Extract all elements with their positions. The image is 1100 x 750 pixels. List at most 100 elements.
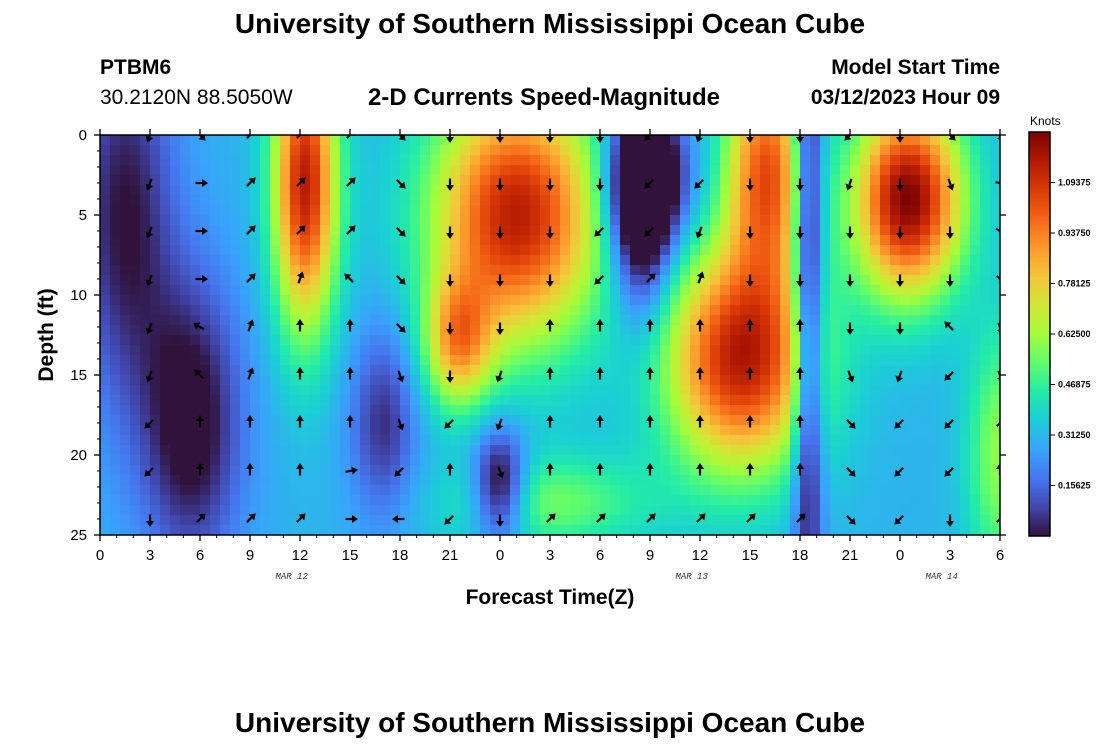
heatmap-cell	[470, 295, 481, 306]
heatmap-cell	[480, 415, 491, 426]
arrow-shaft	[297, 275, 303, 284]
heatmap-cell	[740, 215, 751, 226]
heatmap-cell	[870, 375, 881, 386]
heatmap-cell	[640, 285, 651, 296]
heatmap-cell	[900, 165, 911, 176]
heatmap-cell	[140, 175, 151, 186]
heatmap-cell	[510, 295, 521, 306]
heatmap-cell	[110, 425, 121, 436]
heatmap-cell	[560, 265, 571, 276]
heatmap-cell	[650, 195, 661, 206]
arrow-head	[546, 463, 554, 469]
heatmap-cell	[880, 415, 891, 426]
colorbar-title: Knots	[1030, 114, 1061, 128]
heatmap-cell	[140, 305, 151, 316]
heatmap-cell	[720, 235, 731, 246]
heatmap-cell	[610, 245, 621, 256]
heatmap-cell	[560, 525, 571, 535]
arrow-head	[496, 137, 504, 143]
heatmap-cell	[600, 285, 611, 296]
heatmap-cell	[630, 215, 641, 226]
arrow-shaft	[397, 418, 403, 427]
arrow-shaft	[847, 135, 854, 138]
heatmap-cell	[260, 225, 271, 236]
heatmap-cell	[950, 365, 961, 376]
heatmap-cell	[820, 195, 831, 206]
heatmap-cell	[160, 405, 171, 416]
heatmap-cell	[530, 505, 541, 516]
heatmap-cell	[270, 485, 281, 496]
heatmap-cell	[710, 455, 721, 466]
heatmap-cell	[690, 275, 701, 286]
heatmap-cell	[110, 165, 121, 176]
heatmap-cell	[130, 495, 141, 506]
heatmap-cell	[960, 355, 971, 366]
heatmap-cell	[960, 165, 971, 176]
heatmap-cell	[480, 265, 491, 276]
heatmap-cell	[130, 355, 141, 366]
heatmap-cell	[940, 335, 951, 346]
heatmap-cell	[110, 485, 121, 496]
heatmap-cell	[740, 175, 751, 186]
heatmap-cell	[990, 375, 1000, 386]
heatmap-cell	[220, 215, 231, 226]
heatmap-cell	[510, 425, 521, 436]
heatmap-cell	[380, 405, 391, 416]
heatmap-cell	[290, 155, 301, 166]
heatmap-cell	[190, 445, 201, 456]
heatmap-cell	[640, 455, 651, 466]
heatmap-cell	[650, 185, 661, 196]
heatmap-cell	[460, 525, 471, 535]
heatmap-cell	[140, 315, 151, 326]
heatmap-cell	[550, 465, 561, 476]
heatmap-cell	[120, 375, 131, 386]
heatmap-cell	[920, 195, 931, 206]
heatmap-cell	[650, 165, 661, 176]
heatmap-cell	[320, 335, 331, 346]
heatmap-cell	[240, 465, 251, 476]
heatmap-cell	[560, 315, 571, 326]
heatmap-cell	[640, 185, 651, 196]
heatmap-cell	[670, 385, 681, 396]
heatmap-cell	[470, 215, 481, 226]
heatmap-cell	[200, 375, 211, 386]
heatmap-cell	[270, 255, 281, 266]
heatmap-cell	[160, 145, 171, 156]
heatmap-cell	[710, 445, 721, 456]
heatmap-cell	[130, 325, 141, 336]
heatmap-cell	[710, 405, 721, 416]
heatmap-cell	[780, 485, 791, 496]
heatmap-cell	[990, 415, 1000, 426]
heatmap-cell	[350, 275, 361, 286]
heatmap-cell	[940, 295, 951, 306]
heatmap-cell	[660, 525, 671, 535]
current-arrow	[796, 178, 804, 191]
heatmap-cell	[670, 345, 681, 356]
heatmap-cell	[910, 405, 921, 416]
heatmap-cell	[380, 505, 391, 516]
heatmap-cell	[270, 315, 281, 326]
heatmap-cell	[130, 455, 141, 466]
heatmap-cell	[780, 215, 791, 226]
heatmap-cell	[830, 185, 841, 196]
heatmap-cell	[470, 425, 481, 436]
heatmap-cell	[280, 355, 291, 366]
heatmap-cell	[320, 215, 331, 226]
heatmap-cell	[890, 235, 901, 246]
heatmap-cell	[900, 315, 911, 326]
heatmap-cell	[540, 525, 551, 535]
current-vectors	[144, 135, 1000, 527]
heatmap-cell	[340, 455, 351, 466]
heatmap-cell	[630, 155, 641, 166]
arrow-head	[444, 421, 452, 429]
heatmap-cell	[290, 415, 301, 426]
heatmap-cell	[950, 345, 961, 356]
heatmap-cell	[410, 315, 421, 326]
heatmap-cell	[750, 455, 761, 466]
heatmap-cell	[700, 275, 711, 286]
heatmap-cell	[970, 275, 981, 286]
model-start-label: Model Start Time	[831, 56, 1000, 79]
heatmap-cell	[350, 265, 361, 276]
heatmap-cell	[320, 465, 331, 476]
heatmap-cell	[640, 485, 651, 496]
